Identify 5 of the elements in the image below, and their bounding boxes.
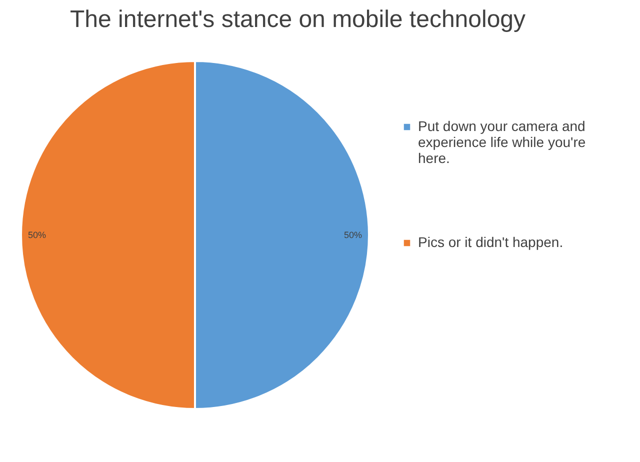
legend-label: Put down your camera and experience life while you're here.: [418, 118, 586, 166]
data-label: 50%: [344, 230, 362, 240]
legend-label: Pics or it didn't happen.: [418, 234, 564, 250]
data-label: 50%: [28, 230, 46, 240]
chart-title: The internet's stance on mobile technology: [70, 6, 526, 33]
